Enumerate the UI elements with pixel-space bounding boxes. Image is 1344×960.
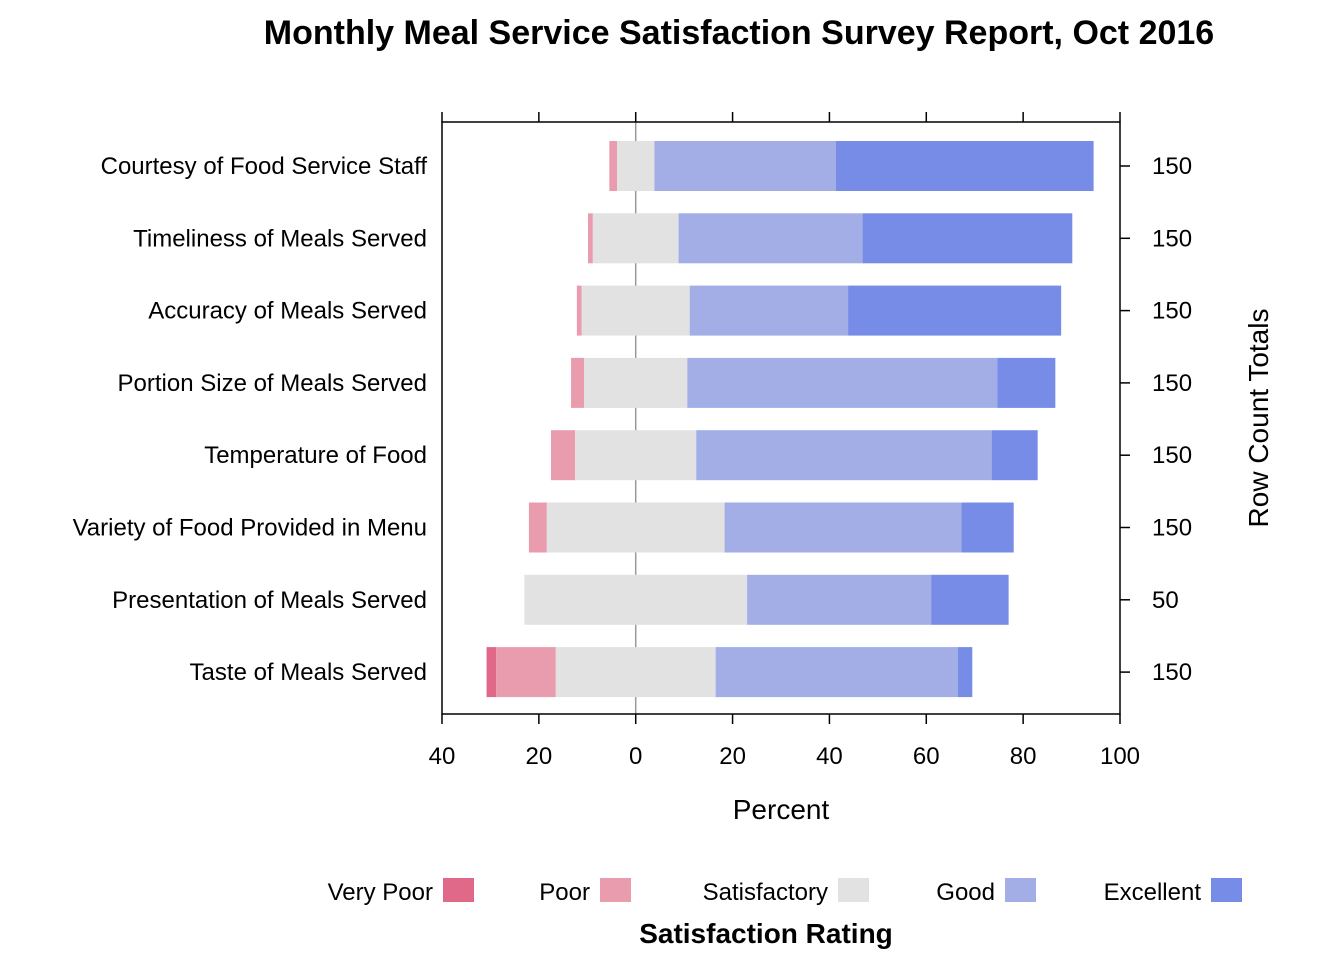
- legend-label-poor: Poor: [539, 879, 590, 906]
- legend-swatch-good: [1005, 878, 1036, 902]
- bar-timeliness-of-meals-served-excellent: [862, 213, 1073, 264]
- legend-label-very-poor: Very Poor: [328, 879, 433, 906]
- x-tick-label: 0: [629, 743, 642, 770]
- chart-title: Monthly Meal Service Satisfaction Survey…: [264, 14, 1214, 52]
- legend: Very Poor Poor Satisfactory Good Excellent: [328, 878, 1242, 906]
- legend-label-satisfactory: Satisfactory: [703, 879, 828, 906]
- row-total-label: 150: [1152, 153, 1192, 180]
- bar-presentation-of-meals-served-satisfactory: [524, 574, 748, 625]
- category-label: Temperature of Food: [204, 442, 427, 469]
- bar-courtesy-of-food-service-staff-good: [654, 141, 836, 191]
- bar-temperature-of-food-satisfactory: [575, 430, 697, 481]
- bar-portion-size-of-meals-served-excellent: [997, 357, 1056, 408]
- x-tick-label: 100: [1100, 743, 1140, 770]
- bar-courtesy-of-food-service-staff-poor: [609, 141, 618, 191]
- plot-area: [486, 122, 1094, 714]
- bar-taste-of-meals-served-good: [715, 647, 958, 698]
- bar-courtesy-of-food-service-staff-excellent: [835, 141, 1094, 191]
- row-total-label: 150: [1152, 370, 1192, 397]
- right-axis-title: Row Count Totals: [1243, 309, 1274, 528]
- bar-timeliness-of-meals-served-satisfactory: [592, 213, 679, 264]
- legend-title: Satisfaction Rating: [639, 918, 893, 949]
- row-total-label: 150: [1152, 659, 1192, 686]
- bar-timeliness-of-meals-served-good: [678, 213, 863, 264]
- bar-taste-of-meals-served-excellent: [957, 647, 973, 698]
- bar-accuracy-of-meals-served-good: [689, 285, 849, 336]
- x-tick-label: 20: [719, 743, 746, 770]
- bar-variety-of-food-provided-in-menu-satisfactory: [546, 502, 725, 553]
- row-total-label: 150: [1152, 442, 1192, 469]
- bar-temperature-of-food-excellent: [991, 430, 1038, 481]
- bar-variety-of-food-provided-in-menu-poor: [528, 502, 547, 553]
- bar-courtesy-of-food-service-staff-satisfactory: [617, 141, 655, 191]
- bar-accuracy-of-meals-served-satisfactory: [581, 285, 690, 336]
- bar-portion-size-of-meals-served-good: [687, 357, 998, 408]
- legend-label-good: Good: [936, 879, 995, 906]
- plot-frame: [441, 121, 1121, 715]
- legend-swatch-very-poor: [443, 878, 474, 902]
- x-tick-label: 60: [913, 743, 940, 770]
- x-tick-label: 80: [1010, 743, 1037, 770]
- bar-timeliness-of-meals-served-poor: [588, 213, 593, 264]
- category-label: Accuracy of Meals Served: [148, 298, 427, 325]
- bar-portion-size-of-meals-served-poor: [571, 357, 585, 408]
- x-tick-label: 40: [429, 743, 456, 770]
- bar-presentation-of-meals-served-good: [747, 574, 932, 625]
- x-axis-title: Percent: [733, 794, 830, 825]
- category-label: Courtesy of Food Service Staff: [101, 153, 428, 180]
- legend-swatch-satisfactory: [838, 878, 869, 902]
- category-label: Taste of Meals Served: [190, 659, 427, 686]
- legend-swatch-poor: [600, 878, 631, 902]
- category-label: Variety of Food Provided in Menu: [73, 515, 427, 542]
- category-label: Portion Size of Meals Served: [118, 370, 427, 397]
- bar-temperature-of-food-good: [696, 430, 992, 481]
- bar-variety-of-food-provided-in-menu-excellent: [961, 502, 1014, 553]
- row-total-label: 150: [1152, 515, 1192, 542]
- bar-taste-of-meals-served-poor: [496, 647, 556, 698]
- bar-taste-of-meals-served-very-poor: [486, 647, 497, 698]
- bar-accuracy-of-meals-served-excellent: [848, 285, 1062, 336]
- category-label: Timeliness of Meals Served: [133, 225, 427, 252]
- bar-temperature-of-food-poor: [550, 430, 576, 481]
- bar-presentation-of-meals-served-excellent: [931, 574, 1009, 625]
- bar-variety-of-food-provided-in-menu-good: [724, 502, 962, 553]
- category-label: Presentation of Meals Served: [112, 587, 427, 614]
- x-tick-label: 20: [526, 743, 553, 770]
- row-total-label: 150: [1152, 298, 1192, 325]
- bar-accuracy-of-meals-served-poor: [576, 285, 582, 336]
- legend-swatch-excellent: [1211, 878, 1242, 902]
- bar-portion-size-of-meals-served-satisfactory: [584, 357, 688, 408]
- x-tick-label: 40: [816, 743, 843, 770]
- row-total-label: 150: [1152, 225, 1192, 252]
- legend-label-excellent: Excellent: [1104, 879, 1202, 906]
- axes: Courtesy of Food Service Staff 150 Timelin…: [73, 112, 1192, 770]
- row-total-label: 50: [1152, 587, 1179, 614]
- bar-taste-of-meals-served-satisfactory: [555, 647, 716, 698]
